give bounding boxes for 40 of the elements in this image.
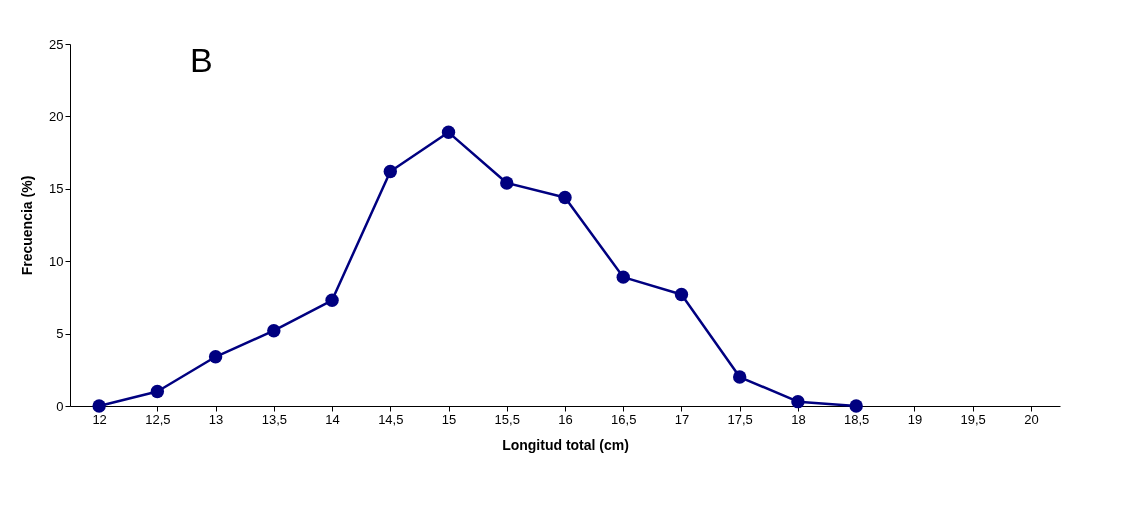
x-tick-label: 14,5	[378, 411, 404, 427]
point	[92, 399, 106, 413]
y-tick-label: 25	[49, 36, 64, 52]
point	[325, 293, 339, 307]
point	[733, 370, 747, 384]
x-tick-label: 19,5	[960, 411, 986, 427]
x-tick-label: 18	[791, 411, 806, 427]
x-tick-label: 15,5	[494, 411, 520, 427]
x-tick-label: 14	[325, 411, 340, 427]
point	[616, 270, 630, 284]
x-tick-label: 13	[208, 411, 224, 427]
x-tick-label: 17	[674, 411, 690, 427]
x-tick-label: 20	[1024, 411, 1039, 427]
point	[441, 125, 456, 140]
x-tick-label: 12,5	[145, 411, 171, 427]
point	[267, 324, 281, 338]
point	[674, 287, 689, 302]
point	[150, 384, 165, 399]
point	[383, 164, 397, 179]
x-tick-label: 19	[907, 411, 923, 427]
point	[791, 394, 805, 409]
x-tick-label: 17,5	[727, 411, 753, 427]
y-tick-label: 15	[49, 181, 64, 197]
x-tick-label: 16,5	[611, 411, 637, 427]
x-tick-label: 18,5	[844, 411, 870, 427]
y-axis-title: Frecuencia (%)	[19, 175, 36, 276]
y-tick-label: 0	[56, 398, 64, 414]
x-tick-label: 15	[441, 411, 457, 427]
point	[849, 399, 863, 413]
point	[500, 176, 514, 190]
y-tick-label: 20	[49, 108, 64, 124]
x-axis-title: Longitud total (cm)	[502, 436, 629, 453]
point	[558, 190, 572, 205]
y-tick-label: 5	[56, 326, 64, 342]
y-tick-label: 10	[49, 253, 64, 269]
x-tick-label: 13,5	[261, 411, 287, 427]
point	[208, 350, 223, 364]
x-tick-label: 16	[558, 411, 573, 427]
annotation: B	[190, 41, 213, 79]
x-tick-label: 12	[92, 411, 107, 427]
